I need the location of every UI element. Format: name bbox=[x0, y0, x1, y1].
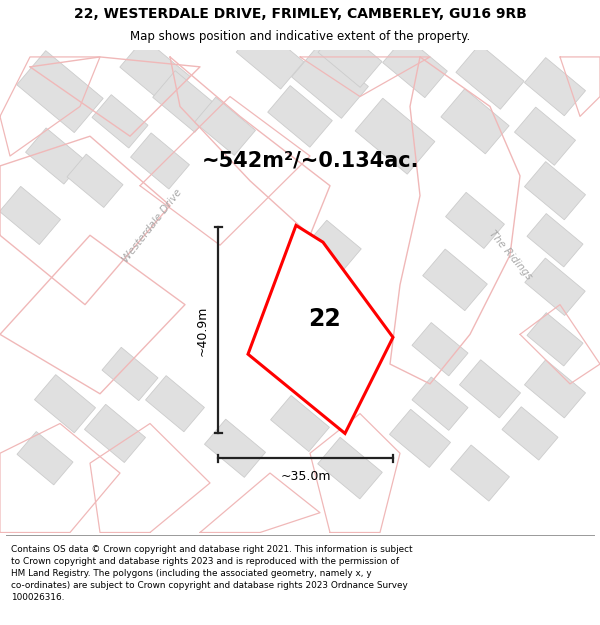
Polygon shape bbox=[292, 45, 368, 118]
Text: 22, WESTERDALE DRIVE, FRIMLEY, CAMBERLEY, GU16 9RB: 22, WESTERDALE DRIVE, FRIMLEY, CAMBERLEY… bbox=[74, 6, 526, 21]
Polygon shape bbox=[131, 133, 190, 189]
Text: Contains OS data © Crown copyright and database right 2021. This information is : Contains OS data © Crown copyright and d… bbox=[11, 544, 412, 602]
Polygon shape bbox=[317, 438, 382, 499]
Polygon shape bbox=[446, 192, 505, 249]
Polygon shape bbox=[422, 249, 487, 311]
Polygon shape bbox=[514, 107, 575, 165]
Polygon shape bbox=[524, 162, 586, 220]
Polygon shape bbox=[92, 94, 148, 148]
Polygon shape bbox=[268, 86, 332, 147]
Polygon shape bbox=[236, 25, 304, 89]
Polygon shape bbox=[309, 220, 361, 270]
Polygon shape bbox=[524, 360, 586, 418]
Polygon shape bbox=[0, 186, 61, 244]
Text: ~40.9m: ~40.9m bbox=[196, 305, 209, 356]
Polygon shape bbox=[26, 128, 85, 184]
Polygon shape bbox=[17, 431, 73, 485]
Polygon shape bbox=[17, 51, 103, 132]
Polygon shape bbox=[194, 98, 256, 156]
Polygon shape bbox=[205, 419, 266, 478]
Text: Westerdale Drive: Westerdale Drive bbox=[121, 187, 184, 264]
Polygon shape bbox=[355, 98, 435, 174]
Polygon shape bbox=[102, 348, 158, 401]
Polygon shape bbox=[271, 396, 329, 452]
Polygon shape bbox=[524, 58, 586, 116]
Text: ~35.0m: ~35.0m bbox=[280, 469, 331, 482]
Text: 22: 22 bbox=[308, 308, 341, 331]
Text: ~542m²/~0.134ac.: ~542m²/~0.134ac. bbox=[201, 151, 419, 171]
Polygon shape bbox=[460, 360, 521, 418]
Polygon shape bbox=[67, 154, 123, 208]
Polygon shape bbox=[412, 377, 468, 431]
Polygon shape bbox=[456, 44, 524, 109]
Polygon shape bbox=[441, 89, 509, 154]
Polygon shape bbox=[383, 36, 448, 98]
Polygon shape bbox=[389, 409, 451, 468]
Text: The Ridings: The Ridings bbox=[487, 229, 533, 282]
Text: Map shows position and indicative extent of the property.: Map shows position and indicative extent… bbox=[130, 30, 470, 43]
Polygon shape bbox=[248, 226, 393, 433]
Polygon shape bbox=[451, 445, 509, 501]
Polygon shape bbox=[412, 322, 468, 376]
Polygon shape bbox=[85, 404, 146, 462]
Polygon shape bbox=[527, 312, 583, 366]
Polygon shape bbox=[152, 71, 217, 132]
Polygon shape bbox=[34, 374, 95, 432]
Polygon shape bbox=[502, 407, 558, 460]
Polygon shape bbox=[525, 258, 585, 316]
Polygon shape bbox=[146, 376, 205, 432]
Polygon shape bbox=[120, 38, 190, 106]
Polygon shape bbox=[318, 26, 382, 88]
Polygon shape bbox=[527, 214, 583, 267]
